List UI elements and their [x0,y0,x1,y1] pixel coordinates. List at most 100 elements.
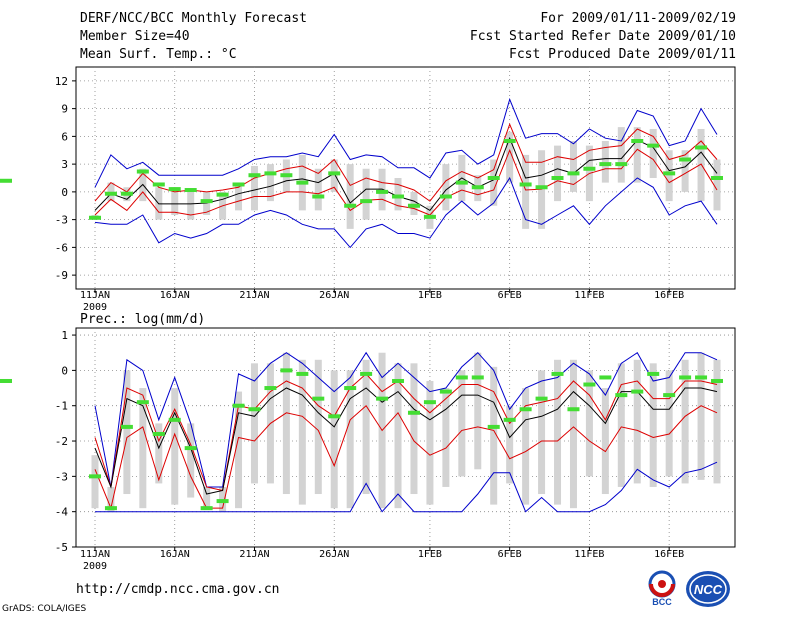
observation-marker [216,499,229,504]
spread-bar [681,150,689,192]
observation-marker [168,187,181,192]
observation-marker [376,189,389,194]
observation-marker [328,414,341,419]
x-tick-label: 26JAN [319,549,349,560]
spread-bar [298,359,306,505]
spread-bar [490,159,498,206]
spread-bar [266,164,274,202]
spread-bar [649,128,657,178]
observation-marker [551,176,564,180]
spread-bar [522,154,530,229]
observation-marker [344,386,357,391]
y-tick-label: 1 [61,329,68,342]
x-tick-label: 11FEB [574,290,604,301]
spread-bar [362,359,370,495]
observation-marker [232,403,245,408]
observation-marker [0,378,12,383]
chart-title: DERF/NCC/BCC Monthly Forecast [80,11,307,26]
observation-marker [184,188,197,193]
spread-bar [506,131,514,183]
spread-bar [554,145,562,202]
observation-marker [471,185,484,190]
spread-bar [681,359,689,484]
spread-bar [569,359,577,509]
spread-bar [442,164,450,211]
x-tick-label: 6FEB [498,290,522,301]
ncc-logo-text: NCC [694,582,723,597]
spread-bar [314,168,322,211]
observation-marker [519,182,532,187]
max-envelope-line [94,97,718,188]
spread-bar [187,191,195,220]
observation-marker [711,176,723,180]
x-tick-label: 21JAN [239,549,269,560]
observation-marker [104,191,117,196]
observation-marker [519,407,532,412]
y-tick-label: -4 [55,506,69,519]
y-tick-label: 12 [55,75,68,88]
spread-bar [330,159,338,192]
spread-bar [554,359,562,505]
observation-marker [312,194,325,199]
bcc-logo-icon: BCC [648,570,676,607]
y-tick-label: 9 [61,103,68,116]
y-tick-label: -1 [55,400,68,413]
x-tick-label: 11JAN [80,549,110,560]
observation-marker [328,171,341,176]
observation-marker [551,371,564,376]
spread-bar [713,159,721,211]
observation-marker [487,424,500,429]
observation-marker [89,474,101,479]
x-tick-label: 16FEB [654,290,684,301]
spread-bar [410,191,418,215]
observation-marker [663,171,676,176]
x-tick-label: 6FEB [498,549,522,560]
observation-marker [312,396,325,401]
spread-bar [155,423,163,484]
spread-bar [633,127,641,183]
spread-bar [538,370,546,495]
y-tick-label: -2 [55,435,68,448]
spread-bar [410,363,418,495]
spread-bar [617,127,625,183]
observation-marker [631,389,644,394]
spread-bar [649,363,657,487]
observation-marker [407,410,420,415]
spread-bar [235,391,243,509]
spread-bar [601,388,609,495]
observation-marker [344,203,357,208]
observation-marker [439,389,452,394]
spread-bar [250,363,258,484]
source-url[interactable]: http://cmdp.ncc.cma.gov.cn [76,582,280,597]
observation-marker [679,157,692,162]
spread-bar [171,187,179,215]
observation-marker [89,215,101,220]
x-tick-label: 11JAN [80,290,110,301]
observation-marker [503,417,516,422]
observation-marker [152,431,165,436]
min-envelope-line [94,176,718,249]
observation-marker [647,143,660,148]
ncc-logo-icon: NCC [686,571,730,607]
spread-bar [314,359,322,495]
observation-marker [136,400,149,405]
plot-frame [75,66,736,290]
observation-marker [423,214,436,219]
x-tick-label: 16JAN [160,290,190,301]
spread-bar [203,486,211,509]
year-label: 2009 [83,302,107,313]
spread-bar [713,359,721,484]
chart-panel-2: -5 -4 -3 -2 -1 0 1 11JAN 16JAN 21JAN 26JAN 1FEB 6FEB… [0,312,736,572]
x-tick-label: 16JAN [160,549,190,560]
observation-marker [184,446,197,451]
year-label: 2009 [83,561,107,572]
observation-marker [232,182,245,187]
observation-marker [631,139,644,143]
bcc-logo-text: BCC [652,597,672,607]
observation-marker [615,162,628,167]
observation-marker [439,194,452,199]
spread-bar [697,352,705,480]
spread-bar [394,363,402,509]
spread-bar [171,388,179,505]
